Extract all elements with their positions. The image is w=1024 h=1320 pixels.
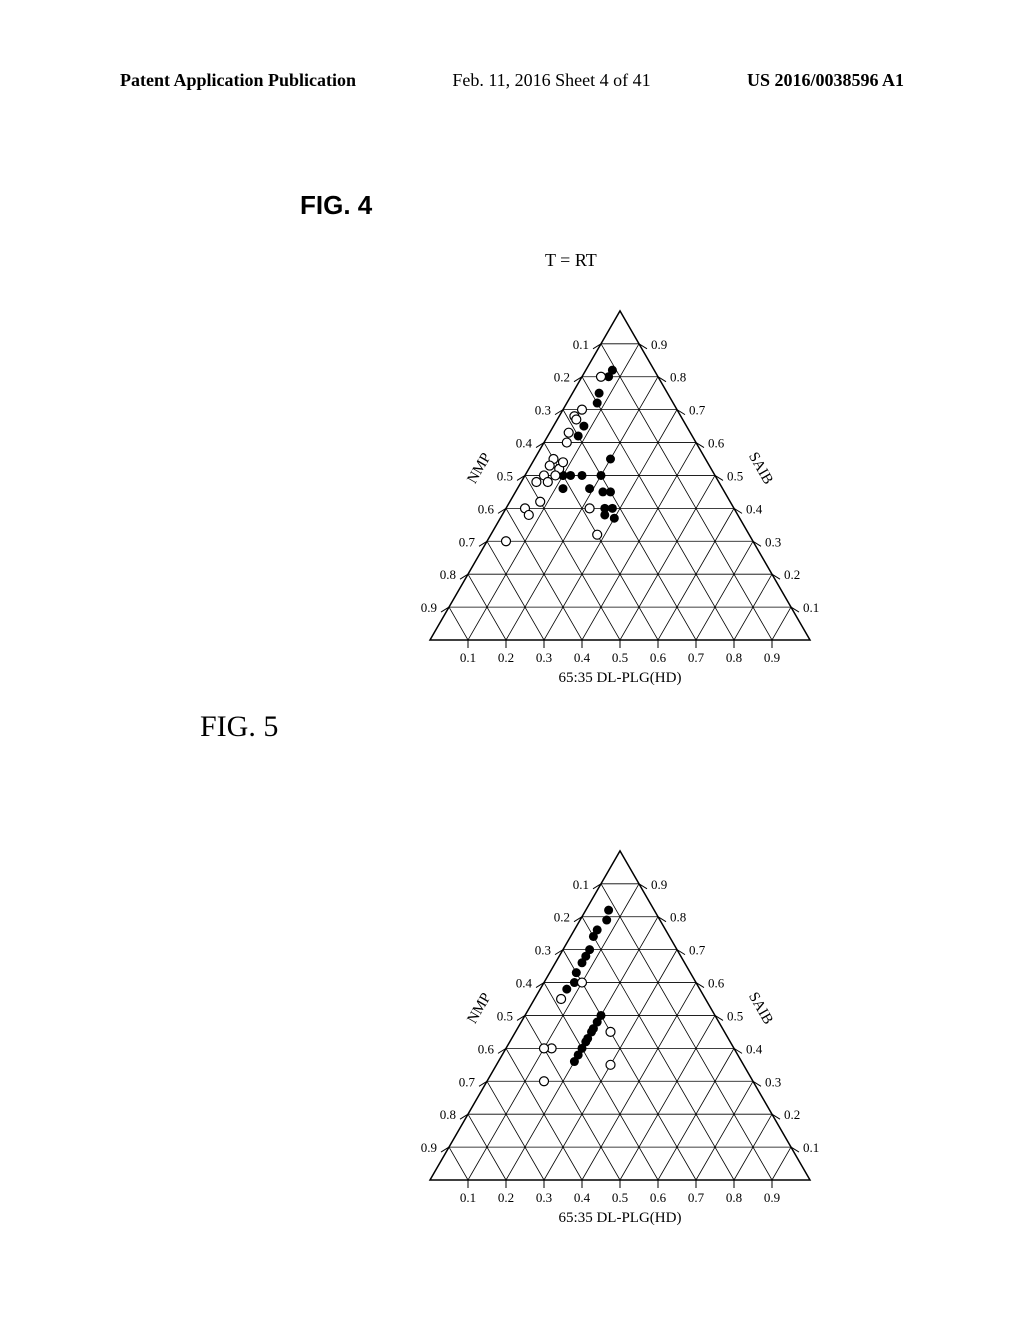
- svg-text:0.7: 0.7: [688, 1190, 705, 1205]
- svg-text:0.6: 0.6: [478, 501, 495, 516]
- svg-text:0.7: 0.7: [459, 534, 476, 549]
- svg-text:0.1: 0.1: [460, 650, 476, 665]
- svg-text:0.7: 0.7: [459, 1074, 476, 1089]
- svg-text:0.8: 0.8: [440, 567, 456, 582]
- header-right: US 2016/0038596 A1: [747, 70, 904, 91]
- svg-text:0.3: 0.3: [765, 1074, 781, 1089]
- svg-text:SAIB: SAIB: [745, 450, 776, 488]
- svg-text:0.5: 0.5: [612, 1190, 628, 1205]
- svg-text:0.3: 0.3: [536, 1190, 552, 1205]
- svg-text:0.7: 0.7: [688, 650, 705, 665]
- page-header: Patent Application Publication Feb. 11, …: [0, 70, 1024, 91]
- svg-text:0.8: 0.8: [670, 910, 686, 925]
- svg-text:0.7: 0.7: [689, 403, 706, 418]
- svg-text:0.1: 0.1: [803, 600, 819, 615]
- svg-text:0.8: 0.8: [670, 370, 686, 385]
- svg-text:NMP: NMP: [464, 990, 494, 1026]
- svg-text:0.6: 0.6: [650, 1190, 667, 1205]
- svg-text:0.4: 0.4: [574, 650, 591, 665]
- svg-text:0.6: 0.6: [708, 976, 725, 991]
- svg-text:0.5: 0.5: [727, 468, 743, 483]
- svg-text:0.1: 0.1: [460, 1190, 476, 1205]
- svg-text:0.5: 0.5: [497, 1008, 513, 1023]
- figure-5-label: FIG. 5: [200, 710, 278, 744]
- svg-text:65:35 DL-PLG(HD): 65:35 DL-PLG(HD): [559, 670, 682, 686]
- svg-text:0.2: 0.2: [554, 910, 570, 925]
- svg-text:0.6: 0.6: [478, 1041, 495, 1056]
- svg-text:0.8: 0.8: [726, 650, 742, 665]
- svg-text:0.6: 0.6: [708, 436, 725, 451]
- ternary-chart-fig4: T = RT 0.10.20.30.40.50.60.70.80.90.90.8…: [360, 260, 880, 695]
- ternary-svg-fig5: 0.1 0.2 0.3 0.4 0.5 0.6 0.7 0.8 0.9 0.9 0.8 0.7 0.6 0…: [360, 800, 880, 1230]
- ternary-chart-fig5: 0.1 0.2 0.3 0.4 0.5 0.6 0.7 0.8 0.9 0.9 0.8 0.7 0.6 0…: [360, 800, 880, 1235]
- svg-text:0.1: 0.1: [573, 337, 589, 352]
- svg-text:0.3: 0.3: [535, 943, 551, 958]
- svg-text:0.4: 0.4: [516, 436, 533, 451]
- svg-text:0.2: 0.2: [784, 1107, 800, 1122]
- svg-text:SAIB: SAIB: [745, 990, 776, 1028]
- svg-text:0.8: 0.8: [440, 1107, 456, 1122]
- header-center: Feb. 11, 2016 Sheet 4 of 41: [452, 70, 650, 91]
- svg-text:0.2: 0.2: [554, 370, 570, 385]
- svg-text:0.4: 0.4: [516, 976, 533, 991]
- svg-text:0.5: 0.5: [727, 1008, 743, 1023]
- ternary-svg-fig4: 0.1 0.2 0.3 0.4 0.5 0.6 0.7 0.8 0.9 0.9 0.8 0.7 0.6 0…: [360, 260, 880, 690]
- svg-text:0.2: 0.2: [498, 650, 514, 665]
- svg-text:0.4: 0.4: [746, 501, 763, 516]
- svg-text:0.9: 0.9: [421, 1140, 437, 1155]
- svg-text:0.4: 0.4: [574, 1190, 591, 1205]
- svg-text:0.3: 0.3: [765, 534, 781, 549]
- svg-text:65:35 DL-PLG(HD): 65:35 DL-PLG(HD): [559, 1210, 682, 1226]
- svg-text:0.9: 0.9: [764, 650, 780, 665]
- svg-text:0.1: 0.1: [803, 1140, 819, 1155]
- svg-text:0.6: 0.6: [650, 650, 667, 665]
- svg-text:0.9: 0.9: [651, 877, 667, 892]
- svg-text:0.7: 0.7: [689, 943, 706, 958]
- svg-text:NMP: NMP: [464, 450, 494, 486]
- svg-text:0.5: 0.5: [612, 650, 628, 665]
- svg-text:0.9: 0.9: [421, 600, 437, 615]
- header-left: Patent Application Publication: [120, 70, 356, 91]
- svg-text:0.8: 0.8: [726, 1190, 742, 1205]
- svg-text:0.1: 0.1: [573, 877, 589, 892]
- svg-text:0.5: 0.5: [497, 468, 513, 483]
- svg-text:0.2: 0.2: [498, 1190, 514, 1205]
- svg-text:0.9: 0.9: [764, 1190, 780, 1205]
- figure-4-label: FIG. 4: [300, 190, 372, 221]
- svg-text:0.9: 0.9: [651, 337, 667, 352]
- svg-text:0.3: 0.3: [536, 650, 552, 665]
- svg-text:0.4: 0.4: [746, 1041, 763, 1056]
- svg-text:0.3: 0.3: [535, 403, 551, 418]
- svg-text:0.2: 0.2: [784, 567, 800, 582]
- chart-title: T = RT: [545, 250, 597, 271]
